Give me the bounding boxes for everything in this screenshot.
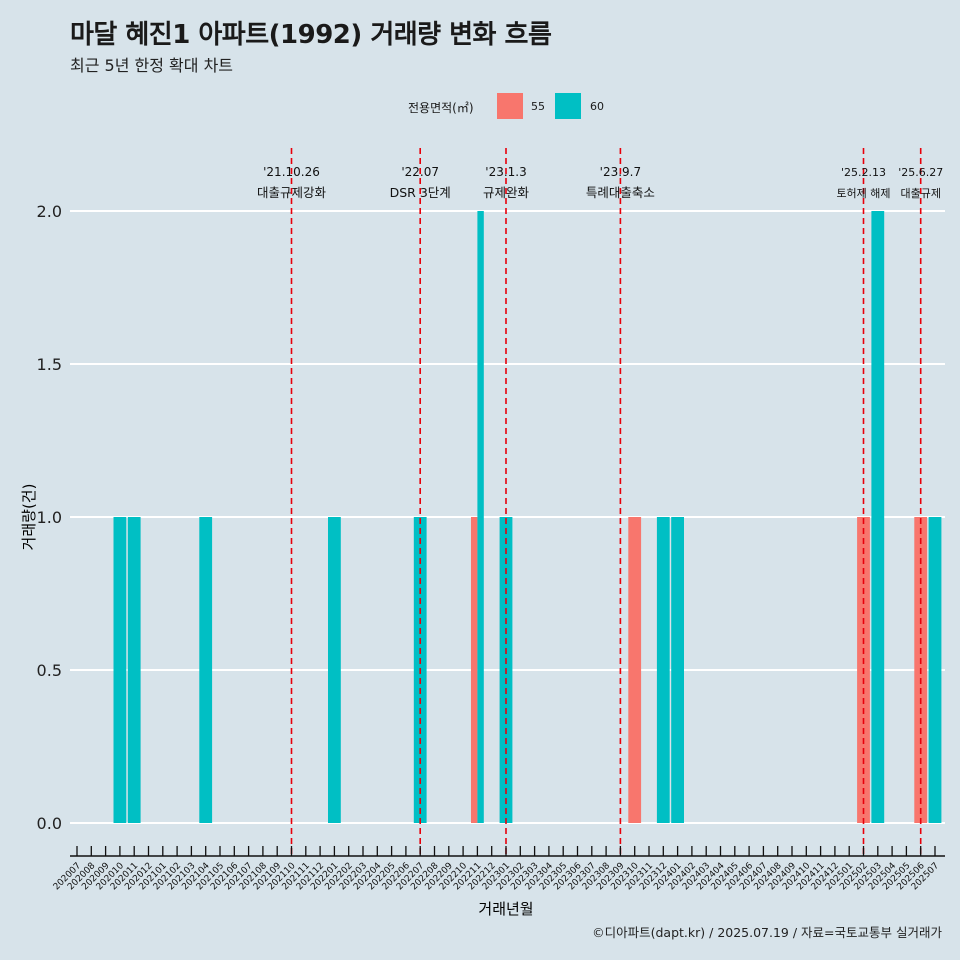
source-caption: ©디아파트(dapt.kr) / 2025.07.19 / 자료=국토교통부 실…	[592, 925, 942, 940]
legend-title: 전용면적(㎡)	[408, 101, 474, 115]
bar-55-202310	[628, 517, 642, 823]
event-name-label: 대출규제	[900, 187, 940, 200]
event-date-label: '22.07	[401, 165, 439, 179]
legend-key-60	[555, 93, 581, 119]
x-axis-label: 거래년월	[478, 900, 533, 918]
legend-label-55: 55	[531, 100, 545, 113]
event-date-label: '23.9.7	[600, 165, 641, 179]
chart-title: 마달 혜진1 아파트(1992) 거래량 변화 흐름	[70, 20, 552, 50]
legend: 전용면적(㎡) 55 60	[0, 92, 960, 122]
x-axis: 2020072020082020092020102020112020122021…	[52, 846, 945, 892]
bar-60-202104	[199, 517, 213, 823]
event-date-label: '25.6.27	[898, 166, 943, 179]
chart-subtitle: 최근 5년 한정 확대 차트	[70, 56, 234, 75]
event-markers: '21.10.26 대출규제강화 '22.07 DSR 3단계 '23.1.3 규제완화 '…	[257, 148, 943, 856]
bar-60-202507	[928, 517, 942, 823]
bar-60-202010	[113, 517, 127, 823]
event-date-label: '21.10.26	[263, 165, 320, 179]
event-name-label: 대출규제강화	[257, 185, 327, 200]
event-name-label: 토허제 해제	[836, 186, 890, 200]
bar-60-202011	[127, 517, 141, 823]
event-date-label: '23.1.3	[485, 165, 526, 179]
bar-55-202211	[471, 517, 478, 823]
y-tick-label: 0.0	[37, 814, 62, 833]
event-name-label: DSR 3단계	[390, 185, 451, 200]
bar-60-202201	[328, 517, 341, 823]
bar-60-202211	[477, 211, 484, 823]
event-name-label: 특례대출축소	[586, 185, 655, 200]
legend-label-60: 60	[590, 100, 604, 113]
legend-key-55	[497, 93, 523, 119]
y-tick-label: 2.0	[37, 202, 62, 221]
y-axis-ticks: 0.0 0.5 1.0 1.5 2.0	[37, 202, 62, 833]
bar-60-202312	[656, 517, 670, 823]
bar-60-202401	[671, 517, 684, 823]
y-axis-label: 거래량(건)	[20, 484, 38, 551]
bars	[113, 211, 942, 823]
event-name-label: 규제완화	[483, 185, 530, 200]
y-tick-label: 0.5	[37, 661, 62, 680]
event-date-label: '25.2.13	[841, 166, 886, 179]
bar-60-202503	[871, 211, 885, 823]
y-tick-label: 1.5	[37, 355, 62, 374]
y-tick-label: 1.0	[37, 508, 62, 527]
